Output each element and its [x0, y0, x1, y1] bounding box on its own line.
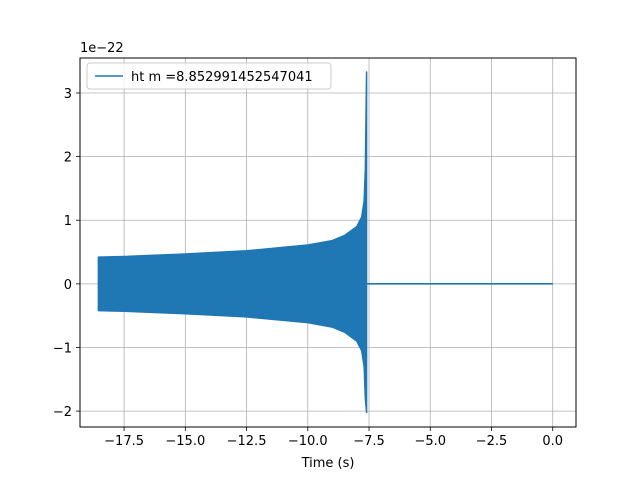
- y-tick-label: −1: [53, 341, 72, 356]
- x-tick-label: −15.0: [165, 434, 205, 449]
- x-tick-label: −10.0: [288, 434, 328, 449]
- y-tick-label: 1: [64, 214, 72, 229]
- x-tick-label: −12.5: [227, 434, 267, 449]
- y-axis-ticks: −2 −1 0 1 2 3: [53, 87, 80, 420]
- series-group: [97, 71, 553, 414]
- y-tick-label: 0: [64, 278, 72, 293]
- y-tick-label: −2: [53, 405, 72, 420]
- plot-frame: [79, 57, 577, 428]
- x-axis-label: Time (s): [301, 456, 355, 471]
- x-tick-label: 0.0: [542, 434, 563, 449]
- series-oscillation-band: [97, 71, 368, 414]
- x-tick-label: −5.0: [414, 434, 446, 449]
- x-tick-label: −7.5: [353, 434, 385, 449]
- y-tick-label: 2: [64, 151, 72, 166]
- y-tick-label: 3: [64, 87, 72, 102]
- legend-label: ht m =8.852991452547041: [131, 70, 313, 85]
- legend-box: [86, 62, 332, 90]
- x-tick-label: −2.5: [476, 434, 508, 449]
- x-axis-ticks: −17.5 −15.0 −12.5 −10.0 −7.5 −5.0 −2.5 0.0: [104, 427, 563, 449]
- x-tick-label: −17.5: [104, 434, 144, 449]
- y-offset-text: 1e−22: [80, 41, 124, 56]
- legend: ht m =8.852991452547041: [86, 62, 332, 90]
